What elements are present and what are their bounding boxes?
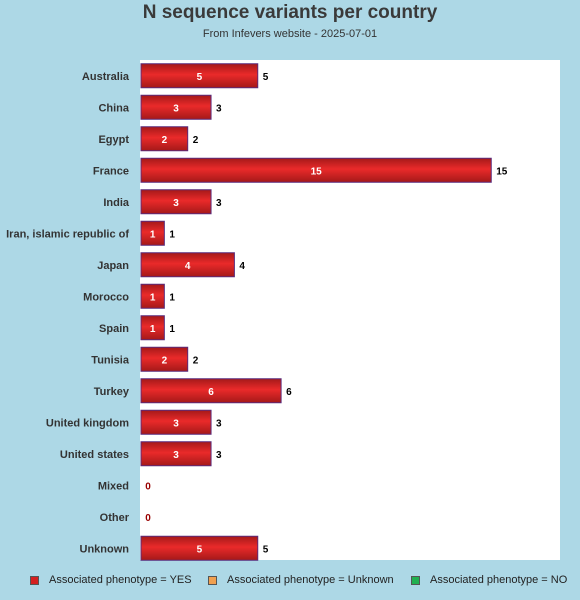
bar xyxy=(140,378,282,404)
legend-swatch-no xyxy=(411,575,420,585)
total-label: 2 xyxy=(193,355,199,366)
bar-value-label: 15 xyxy=(311,166,323,177)
total-label: 3 xyxy=(216,198,222,209)
bar-value-label: 5 xyxy=(197,544,203,555)
category-label: Iran, islamic republic of xyxy=(6,228,129,240)
category-label: Egypt xyxy=(98,134,129,146)
bar xyxy=(140,94,212,120)
bar xyxy=(140,535,259,561)
legend: Associated phenotype = YES Associated ph… xyxy=(0,574,580,592)
legend-item-no: Associated phenotype = NO xyxy=(411,574,567,586)
category-label: Australia xyxy=(82,71,130,83)
bar xyxy=(140,126,189,152)
total-label: 1 xyxy=(169,324,175,335)
bar-value-label: 3 xyxy=(173,198,179,209)
total-label: 3 xyxy=(216,418,222,429)
category-label: China xyxy=(98,102,129,114)
bar xyxy=(140,346,189,372)
bar-value-label: 4 xyxy=(185,261,191,272)
bar xyxy=(140,409,212,435)
total-label: 3 xyxy=(216,103,222,114)
legend-item-yes: Associated phenotype = YES xyxy=(30,574,192,586)
category-label: Spain xyxy=(99,323,129,335)
bar xyxy=(140,283,165,309)
legend-label-no: Associated phenotype = NO xyxy=(430,574,568,586)
category-label: Tunisia xyxy=(91,354,130,366)
bar xyxy=(140,63,259,89)
bar-value-label: 5 xyxy=(197,72,203,83)
bar-value-label: 1 xyxy=(150,229,156,240)
bar xyxy=(140,441,212,467)
bar xyxy=(140,157,492,183)
total-label: 5 xyxy=(263,72,269,83)
total-label: 2 xyxy=(193,135,199,146)
bar-value-label: 2 xyxy=(162,355,168,366)
total-label: 1 xyxy=(169,229,175,240)
category-label: Mixed xyxy=(98,480,129,492)
bar-value-label: 6 xyxy=(208,387,214,398)
bar xyxy=(140,220,165,246)
total-label: 15 xyxy=(496,166,508,177)
total-label: 6 xyxy=(286,387,292,398)
total-label: 5 xyxy=(263,544,269,555)
category-label: United kingdom xyxy=(46,417,129,429)
bar-value-label: 3 xyxy=(173,418,179,429)
category-label: Unknown xyxy=(80,543,130,555)
legend-label-yes: Associated phenotype = YES xyxy=(49,574,192,586)
bar-value-label: 2 xyxy=(162,135,168,146)
category-label: India xyxy=(103,197,130,209)
category-label: Other xyxy=(100,512,130,524)
chart-title: N sequence variants per country xyxy=(142,2,438,23)
bar xyxy=(140,315,165,341)
zero-label: 0 xyxy=(145,513,151,524)
bar xyxy=(140,252,235,278)
bar-value-label: 3 xyxy=(173,450,179,461)
category-label: France xyxy=(93,165,129,177)
category-label: Morocco xyxy=(83,291,129,303)
legend-swatch-unknown xyxy=(208,575,217,585)
bar-value-label: 3 xyxy=(173,103,179,114)
bar xyxy=(140,189,212,215)
total-label: 1 xyxy=(169,292,175,303)
category-label: United states xyxy=(60,449,129,461)
legend-label-unknown: Associated phenotype = Unknown xyxy=(227,574,394,586)
legend-item-unknown: Associated phenotype = Unknown xyxy=(208,574,394,586)
chart-subtitle: From Infevers website - 2025-07-01 xyxy=(202,28,378,40)
plot-area xyxy=(140,60,560,560)
zero-label: 0 xyxy=(145,481,151,492)
bar-value-label: 1 xyxy=(150,324,156,335)
total-label: 4 xyxy=(239,261,245,272)
total-label: 3 xyxy=(216,450,222,461)
category-label: Japan xyxy=(97,260,129,272)
bar-value-label: 1 xyxy=(150,292,156,303)
legend-swatch-yes xyxy=(30,575,39,585)
category-label: Turkey xyxy=(94,386,130,398)
